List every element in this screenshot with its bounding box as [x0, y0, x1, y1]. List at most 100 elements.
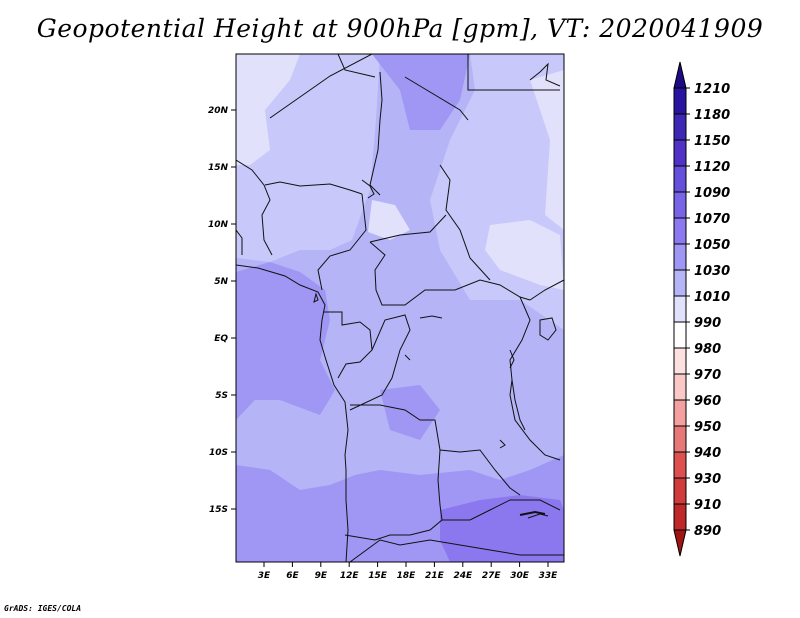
field-region-1010-northeast	[530, 70, 564, 230]
border-congo	[349, 314, 411, 411]
longitude-axis: 3E 6E 9E 12E 15E 18E 21E 24E 27E 30E 33E	[258, 562, 558, 581]
border-angola-east	[344, 449, 443, 541]
lat-label: 5N	[214, 277, 228, 287]
colorbar-box	[673, 87, 687, 115]
field-region-1070-north	[372, 54, 470, 130]
border-north-2	[369, 71, 383, 196]
colorbar-label: 990	[694, 316, 721, 331]
river-congo-2	[404, 354, 411, 361]
colorbar-box	[673, 451, 687, 479]
colorbar-box	[673, 503, 687, 531]
latitude-axis: 20N 15N 10N 5N EQ 5S 10S 15S	[208, 106, 236, 515]
field-region-1070-center	[380, 385, 440, 440]
lon-label: 9E	[315, 571, 328, 581]
border-west-1	[236, 159, 273, 256]
field-region-1070-west	[236, 262, 335, 420]
border-south-1	[442, 499, 561, 521]
colorbar-label: 940	[694, 446, 721, 461]
lake-victoria	[539, 317, 557, 341]
lat-label: 20N	[208, 106, 229, 116]
colorbar-label: 970	[694, 368, 721, 383]
colorbar-box	[673, 269, 687, 297]
lat-label: 5S	[215, 391, 228, 401]
colorbar-label: 1120	[694, 160, 730, 175]
colorbar-box	[673, 243, 687, 271]
lat-label: 10N	[208, 220, 229, 230]
island-bioko	[313, 292, 319, 303]
colorbar-label: 960	[694, 394, 721, 409]
grads-credit: GrADS: IGES/COLA	[4, 604, 82, 613]
colorbar-label: 1210	[694, 82, 730, 97]
lat-label: 15S	[209, 505, 228, 515]
field-region-1010-east	[485, 220, 564, 290]
lon-label: 24E	[453, 571, 473, 581]
height-field	[236, 54, 564, 562]
colorbar-box	[673, 191, 687, 219]
border-center-3	[439, 164, 491, 281]
colorbar-label: 980	[694, 342, 721, 357]
lat-label: 15N	[208, 163, 229, 173]
coast-east	[529, 62, 561, 87]
lat-label: EQ	[214, 334, 228, 344]
colorbar-box	[673, 295, 687, 323]
colorbar-box	[673, 217, 687, 245]
lake-mweru	[499, 439, 506, 449]
lake-chad	[361, 179, 375, 199]
river-congo-1	[419, 315, 443, 319]
lon-label: 27E	[482, 571, 502, 581]
field-region-1050-west	[236, 400, 355, 490]
colorbar-label: 930	[694, 472, 721, 487]
map-frame	[235, 53, 565, 563]
border-north-3	[337, 54, 376, 78]
border-north-5	[467, 54, 560, 91]
border-south-2	[349, 539, 564, 562]
colorbar-box	[673, 347, 687, 375]
lon-label: 33E	[539, 571, 559, 581]
border-east-2	[529, 279, 564, 301]
colorbar-label: 890	[694, 524, 721, 539]
colorbar-label: 1070	[694, 212, 730, 227]
colorbar-label: 1150	[694, 134, 730, 149]
colorbar-top-arrow	[673, 61, 687, 89]
river-zambezi	[519, 510, 546, 516]
colorbar-label: 1090	[694, 186, 730, 201]
colorbar-box	[673, 373, 687, 401]
lon-label: 30E	[510, 571, 530, 581]
colorbar-bottom-arrow	[673, 529, 687, 557]
colorbar-box	[673, 425, 687, 453]
colorbar-box	[673, 113, 687, 141]
lon-label: 15E	[368, 571, 388, 581]
border-center-4	[369, 214, 447, 243]
lon-label: 6E	[286, 571, 299, 581]
colorbar-box	[673, 139, 687, 167]
colorbar-label: 1030	[694, 264, 730, 279]
lon-label: 12E	[340, 571, 360, 581]
lake-tanganyika	[511, 379, 526, 431]
border-west-3	[264, 181, 363, 195]
lon-label: 3E	[258, 571, 271, 581]
colorbar-box	[673, 477, 687, 505]
field-region-1010-center	[368, 200, 410, 240]
country-borders	[236, 54, 564, 562]
colorbar-label: 950	[694, 420, 721, 435]
colorbar-label: 910	[694, 498, 721, 513]
colorbar-label: 1050	[694, 238, 730, 253]
border-west-2	[236, 229, 243, 255]
chart-title: Geopotential Height at 900hPa [gpm], VT:…	[36, 14, 764, 43]
colorbar-box	[673, 321, 687, 349]
field-region-1010-nw	[236, 54, 300, 165]
border-center-1	[317, 193, 367, 291]
field-region-1030-north	[236, 54, 380, 262]
field-region-1090-southeast	[490, 520, 564, 562]
lon-label: 21E	[425, 571, 445, 581]
border-north-4	[404, 76, 469, 121]
coastline-west	[236, 264, 349, 562]
lon-label: 18E	[397, 571, 417, 581]
border-north-1	[269, 54, 373, 119]
colorbar-box	[673, 399, 687, 427]
colorbar: 1210 1180 1150 1120 1090 1070 1050 1030 1010 990 9…	[673, 61, 730, 557]
colorbar-label: 1010	[694, 290, 730, 305]
colorbar-label: 1180	[694, 108, 730, 123]
lat-label: 10S	[209, 448, 228, 458]
